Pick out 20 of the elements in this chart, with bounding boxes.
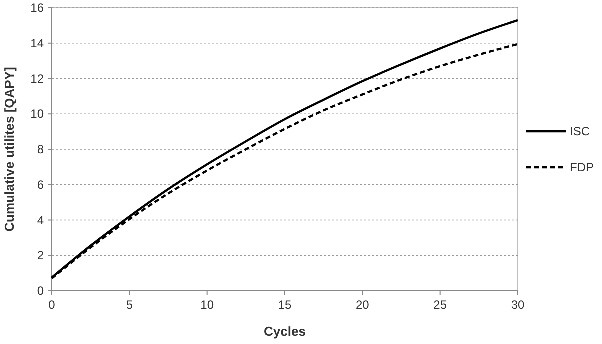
legend-label: ISC — [570, 124, 590, 138]
legend-label: FDP — [570, 160, 594, 174]
y-tick-label: 16 — [30, 1, 44, 15]
y-tick-label: 8 — [37, 142, 44, 156]
y-tick-label: 2 — [37, 248, 44, 263]
y-tick-label: 0 — [37, 284, 44, 298]
y-tick-label: 12 — [30, 72, 44, 86]
x-tick-label: 15 — [278, 298, 292, 312]
y-tick-label: 10 — [30, 107, 44, 122]
x-tick-label: 0 — [48, 298, 56, 312]
y-tick-label: 6 — [37, 178, 44, 192]
x-tick-label: 20 — [356, 298, 370, 312]
y-tick-label: 4 — [37, 213, 44, 228]
x-tick-label: 25 — [434, 298, 448, 312]
x-tick-label: 5 — [126, 298, 134, 312]
x-tick-label: 10 — [200, 298, 214, 312]
y-tick-label: 14 — [30, 36, 44, 50]
x-tick-label: 30 — [511, 298, 525, 312]
y-axis-title: Cumulative utilites [QAPY] — [2, 67, 17, 232]
x-axis-title: Cycles — [264, 324, 306, 339]
